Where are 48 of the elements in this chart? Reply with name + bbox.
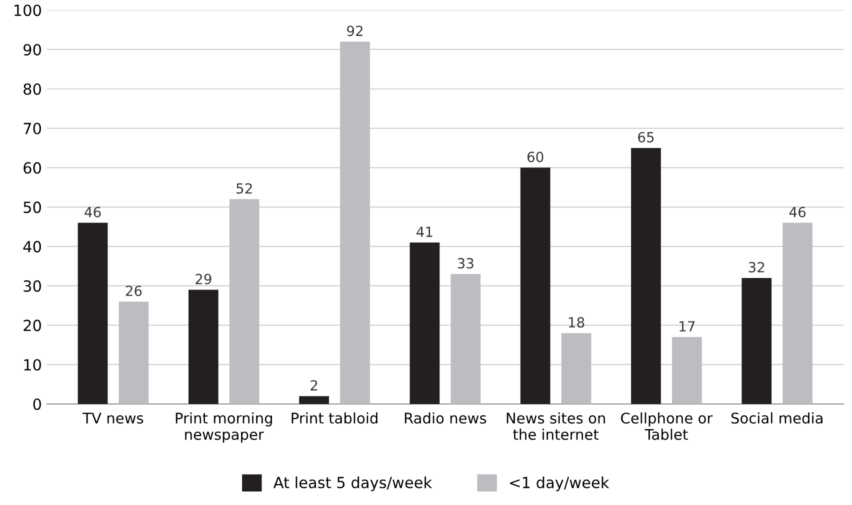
- x-tick-label: Radio news: [404, 412, 486, 424]
- x-tick-label: News sites on the internet: [506, 412, 605, 440]
- data-label: 32: [748, 262, 764, 272]
- x-tick-label: Social media: [731, 412, 822, 424]
- x-tick-label: Print tabloid: [292, 412, 378, 424]
- y-tick-label: 0: [33, 398, 41, 410]
- data-label: 18: [568, 317, 584, 328]
- bar: [410, 242, 440, 404]
- data-label: 60: [527, 152, 544, 162]
- y-tick-label: 90: [24, 44, 41, 56]
- y-tick-label: 20: [24, 320, 41, 332]
- y-tick-label: 30: [24, 280, 41, 292]
- y-tick-label: 60: [24, 162, 41, 174]
- bar: [340, 42, 370, 404]
- x-tick-label: Print morning newspaper: [176, 412, 272, 443]
- bar: [229, 199, 260, 404]
- bar: [672, 337, 702, 404]
- bar: [118, 302, 149, 404]
- data-label: 33: [458, 258, 474, 269]
- x-tick-label: TV news: [82, 412, 144, 424]
- data-label: 29: [196, 274, 212, 284]
- bar: [561, 333, 592, 404]
- data-label: 46: [789, 206, 806, 218]
- data-label: 17: [680, 321, 695, 332]
- bar: [631, 148, 661, 404]
- y-tick-label: 40: [23, 240, 41, 252]
- data-label: 65: [638, 132, 654, 142]
- bar: [520, 168, 550, 404]
- data-label: 46: [84, 206, 101, 218]
- bar: [299, 396, 329, 404]
- data-label: 92: [347, 26, 362, 36]
- data-label: 41: [416, 226, 432, 237]
- bar: [450, 274, 481, 404]
- y-tick-label: 70: [24, 122, 41, 134]
- bar: [742, 278, 772, 404]
- y-tick-label: 10: [24, 359, 41, 371]
- x-tick-label: Cellphone or Tablet: [621, 412, 713, 440]
- y-tick-label: 50: [24, 202, 41, 214]
- bar: [78, 222, 108, 404]
- bar: [782, 222, 812, 404]
- data-label: 2: [310, 380, 318, 390]
- legend-label: At least 5 days/week: [273, 476, 432, 492]
- y-tick-label: 80: [24, 83, 41, 95]
- data-label: 26: [126, 286, 142, 296]
- legend-label: <1 day/week: [510, 476, 610, 492]
- bar: [188, 290, 218, 404]
- y-tick-label: 100: [14, 4, 41, 16]
- data-label: 52: [236, 183, 252, 194]
